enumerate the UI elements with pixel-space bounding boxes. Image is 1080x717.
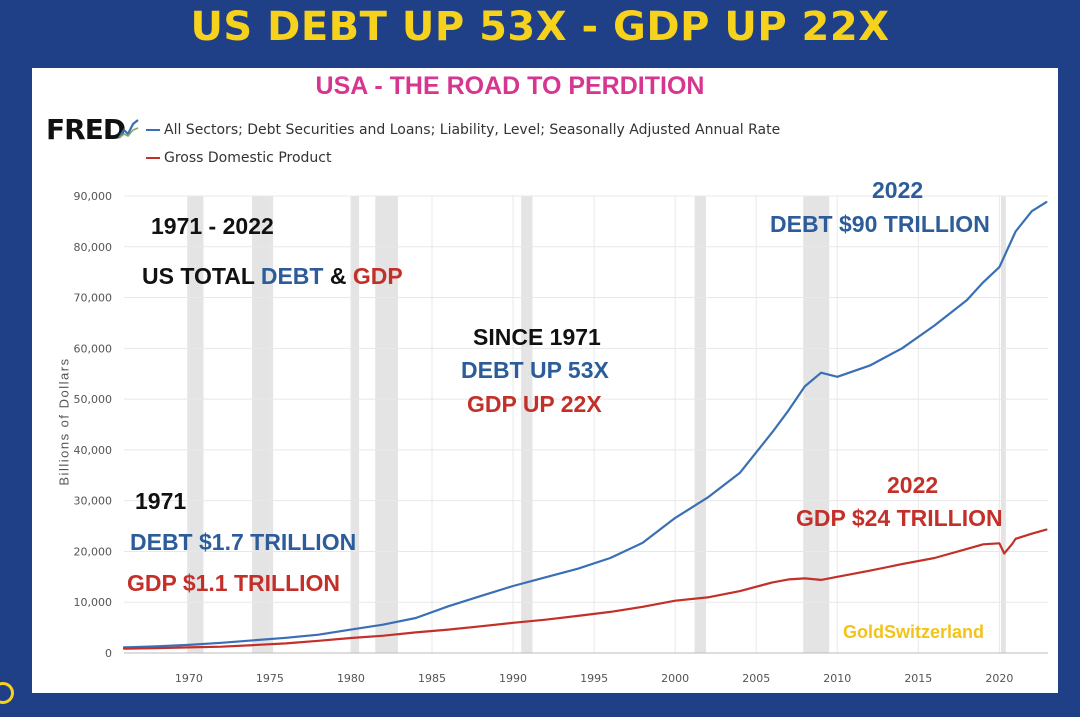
y-tick-label: 0 <box>105 647 112 660</box>
recession-band-3 <box>375 196 398 653</box>
recession-band-2 <box>350 196 360 653</box>
x-tick-label: 2005 <box>742 672 770 685</box>
recession-band-4 <box>521 196 533 653</box>
axes: 0 10,000 20,000 30,000 40,000 50,000 60,000 70,… <box>74 190 1048 685</box>
legend-label-debt: All Sectors; Debt Securities and Loans; … <box>164 122 781 138</box>
y-tick-label: 80,000 <box>74 241 113 254</box>
chart-subtitle: USA - THE ROAD TO PERDITION <box>315 72 705 100</box>
annotation-total-amp: & <box>323 263 353 289</box>
fred-chart-icon <box>118 119 139 139</box>
x-tick-label: 1985 <box>418 672 446 685</box>
annotation-end-debt-year: 2022 <box>872 177 924 203</box>
recession-band-7 <box>1000 196 1006 653</box>
y-tick-label: 40,000 <box>74 444 113 457</box>
recession-band-5 <box>694 196 706 653</box>
series-line-debt <box>122 201 1048 649</box>
annotation-total-debt: DEBT <box>260 263 324 289</box>
x-tick-label: 2000 <box>661 672 689 685</box>
legend-item-debt: All Sectors; Debt Securities and Loans; … <box>146 121 780 139</box>
annotation-start-debt: DEBT $1.7 TRILLION <box>130 529 357 555</box>
annotation-start-gdp: GDP $1.1 TRILLION <box>127 570 341 596</box>
gridlines <box>124 195 1048 654</box>
y-tick-label: 50,000 <box>74 393 113 406</box>
series-line-gdp <box>122 528 1048 650</box>
y-tick-label: 20,000 <box>74 545 113 558</box>
watermark: GoldSwitzerland <box>843 622 985 642</box>
x-tick-label: 1990 <box>499 672 527 685</box>
x-tick-label: 2010 <box>823 672 851 685</box>
legend-swatch-debt <box>146 129 160 131</box>
annotation-end-gdp: GDP $24 TRILLION <box>796 505 1003 531</box>
annotation-since-debt: DEBT UP 53X <box>461 357 609 383</box>
recession-band-0 <box>187 196 204 653</box>
legend-label-gdp: Gross Domestic Product <box>164 150 332 166</box>
annotation-total-gdp: GDP <box>352 263 403 289</box>
recession-band-6 <box>803 196 830 653</box>
annotation-since-title: SINCE 1971 <box>473 324 601 350</box>
legend-swatch-gdp <box>146 157 160 159</box>
annotation-since-gdp: GDP UP 22X <box>467 391 602 417</box>
annotation-total-prefix: US TOTAL <box>142 263 261 289</box>
x-tick-label: 2015 <box>904 672 932 685</box>
x-tick-label: 1970 <box>175 672 203 685</box>
annotation-start-year: 1971 <box>135 488 187 514</box>
series-lines <box>122 201 1048 650</box>
y-tick-label: 90,000 <box>74 190 113 203</box>
annotation-end-gdp-year: 2022 <box>887 472 939 498</box>
headline: US DEBT UP 53X - GDP UP 22X <box>190 4 890 50</box>
x-tick-label: 2020 <box>985 672 1013 685</box>
y-axis-label: Billions of Dollars <box>56 357 72 486</box>
recession-band-1 <box>252 196 274 653</box>
recession-bands <box>187 196 1006 653</box>
annotation-range-years: 1971 - 2022 <box>151 213 274 239</box>
x-tick-label: 1980 <box>337 672 365 685</box>
y-tick-label: 70,000 <box>74 292 113 305</box>
x-tick-label: 1975 <box>256 672 284 685</box>
y-tick-label: 60,000 <box>74 342 113 355</box>
x-tick-label: 1995 <box>580 672 608 685</box>
annotation-end-debt: DEBT $90 TRILLION <box>770 211 990 237</box>
corner-logo-icon <box>0 682 14 704</box>
legend-item-gdp: Gross Domestic Product <box>146 149 331 167</box>
y-tick-label: 10,000 <box>74 596 113 609</box>
fred-logo: FRED <box>46 113 126 146</box>
y-tick-label: 30,000 <box>74 495 113 508</box>
annotation-total: US TOTAL DEBT & GDP <box>142 262 403 290</box>
